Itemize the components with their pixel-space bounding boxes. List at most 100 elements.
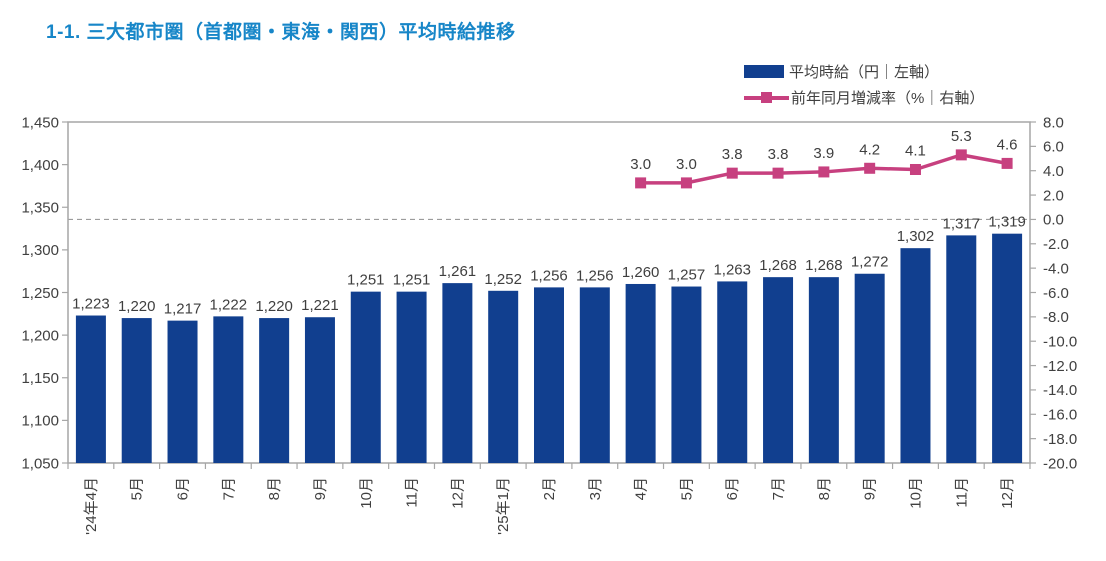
rate-value-label: 4.1 <box>905 142 926 159</box>
bar <box>900 248 931 463</box>
y-left-tick-label: 1,400 <box>21 157 59 174</box>
bar-value-label: 1,302 <box>897 228 935 245</box>
y-right-tick-label: 0.0 <box>1043 212 1064 229</box>
x-axis-label: 7月 <box>220 477 237 500</box>
bar <box>213 316 244 463</box>
bar-value-label: 1,251 <box>347 272 385 289</box>
bar-value-label: 1,268 <box>805 257 843 274</box>
bar-value-label: 1,319 <box>988 214 1026 231</box>
bar-value-label: 1,221 <box>301 297 339 314</box>
bar <box>488 290 519 463</box>
bar-value-label: 1,272 <box>851 254 889 271</box>
y-left-tick-label: 1,350 <box>21 200 59 217</box>
x-axis-label: 5月 <box>678 477 695 500</box>
bar <box>808 277 839 463</box>
y-right-tick-label: -4.0 <box>1043 260 1069 277</box>
rate-value-label: 3.8 <box>722 146 743 163</box>
rate-marker <box>680 177 692 189</box>
bar-value-label: 1,261 <box>439 263 477 280</box>
bar-value-label: 1,220 <box>118 298 156 315</box>
bar <box>992 233 1023 463</box>
rate-marker <box>909 163 921 175</box>
bar <box>396 291 427 463</box>
y-right-tick-label: 8.0 <box>1043 114 1064 131</box>
x-axis-label: 6月 <box>175 477 192 500</box>
y-right-tick-label: -2.0 <box>1043 236 1069 253</box>
bar-value-label: 1,263 <box>713 261 751 278</box>
chart-title: 1-1. 三大都市圏（首都圏・東海・関西）平均時給推移 <box>46 22 516 43</box>
x-axis-label: 11月 <box>404 477 421 508</box>
rate-marker <box>1001 157 1013 169</box>
x-axis-label: 2月 <box>541 477 558 500</box>
x-axis-label: 11月 <box>953 477 970 508</box>
y-right-tick-label: -10.0 <box>1043 333 1077 350</box>
x-axis-label: 12月 <box>999 477 1016 509</box>
bar <box>854 273 885 463</box>
bar-value-label: 1,257 <box>668 267 706 284</box>
bar-value-label: 1,256 <box>530 267 568 284</box>
y-right-tick-label: -20.0 <box>1043 455 1077 472</box>
x-axis-label: '24年4月 <box>83 477 100 535</box>
y-right-tick-label: -18.0 <box>1043 431 1077 448</box>
rate-value-label: 5.3 <box>951 128 972 145</box>
x-axis-label: 9月 <box>312 477 329 500</box>
rate-marker <box>955 149 967 161</box>
bar <box>763 277 794 463</box>
bar-value-label: 1,217 <box>164 301 202 318</box>
y-right-tick-label: 2.0 <box>1043 187 1064 204</box>
x-axis-label: 10月 <box>907 477 924 509</box>
legend-item-yoy-rate: 前年同月増減率（%｜右軸） <box>744 88 984 107</box>
y-left-tick-label: 1,200 <box>21 327 59 344</box>
bar-value-label: 1,223 <box>72 296 110 313</box>
bar <box>442 283 473 463</box>
rate-marker <box>726 167 738 179</box>
rate-value-label: 4.2 <box>859 141 880 158</box>
bar <box>534 287 564 463</box>
bar-value-label: 1,220 <box>255 298 293 315</box>
bar-value-label: 1,256 <box>576 267 614 284</box>
bar <box>579 287 610 463</box>
y-right-tick-label: -12.0 <box>1043 358 1077 375</box>
bar <box>304 317 335 463</box>
y-left-tick-label: 1,450 <box>21 114 59 131</box>
bar-value-label: 1,260 <box>622 264 660 281</box>
rate-value-label: 3.9 <box>813 145 834 162</box>
bar-value-label: 1,317 <box>943 215 981 232</box>
x-axis-label: 8月 <box>266 477 283 500</box>
y-right-tick-label: -6.0 <box>1043 285 1069 302</box>
bar-series-swatch-icon <box>744 65 784 78</box>
bar-value-label: 1,251 <box>393 272 431 289</box>
x-axis-label: '25年1月 <box>495 477 512 535</box>
x-axis-label: 3月 <box>587 477 604 500</box>
rate-marker <box>635 177 647 189</box>
bar <box>121 318 152 463</box>
y-left-tick-label: 1,050 <box>21 455 59 472</box>
bar-value-label: 1,268 <box>759 257 797 274</box>
x-axis-label: 4月 <box>633 477 650 500</box>
bar-value-label: 1,222 <box>210 296 248 313</box>
rate-value-label: 3.0 <box>630 156 651 173</box>
x-axis-label: 10月 <box>358 477 375 509</box>
bar <box>671 286 702 463</box>
rate-value-label: 3.0 <box>676 156 697 173</box>
bar <box>625 283 656 463</box>
bar <box>167 320 198 463</box>
legend-item-average-wage: 平均時給（円｜左軸） <box>744 62 984 81</box>
chart-legend: 平均時給（円｜左軸） 前年同月増減率（%｜右軸） <box>744 62 984 107</box>
bar <box>350 291 381 463</box>
line-series-swatch-icon <box>744 91 789 104</box>
rate-marker <box>818 166 830 178</box>
y-right-tick-label: 4.0 <box>1043 163 1064 180</box>
y-left-tick-label: 1,250 <box>21 285 59 302</box>
x-axis-label: 5月 <box>129 477 146 500</box>
rate-value-label: 4.6 <box>997 136 1018 153</box>
bar <box>259 318 290 463</box>
y-right-tick-label: 6.0 <box>1043 139 1064 156</box>
x-axis-label: 6月 <box>724 477 741 500</box>
legend-label-yoy-rate: 前年同月増減率（%｜右軸） <box>791 90 985 107</box>
y-right-tick-label: -8.0 <box>1043 309 1069 326</box>
bar <box>717 281 748 463</box>
